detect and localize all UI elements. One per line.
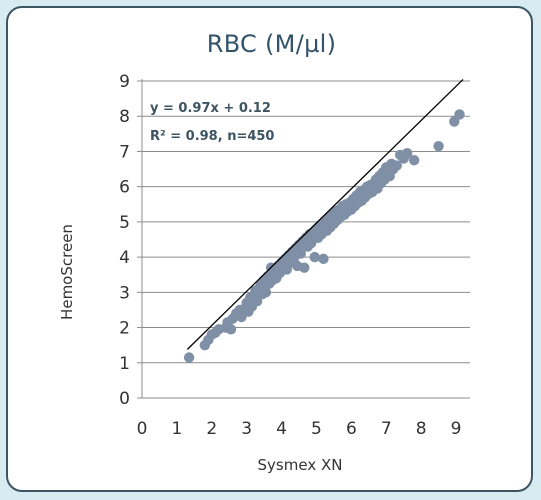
chart-card: RBC (M/µl) 0 1 2 3 4 5 6 7 8 9 0 1 2 3 4 5 6 7 8 9 y = 0.97… (6, 6, 533, 492)
data-point (408, 155, 420, 166)
x-tick-label-5: 5 (311, 419, 322, 439)
y-tick-label-3: 3 (119, 283, 130, 303)
x-axis-title: Sysmex XN (258, 456, 343, 474)
data-point (391, 160, 402, 171)
grid-lines (142, 80, 470, 364)
y-tick-label-6: 6 (119, 178, 130, 198)
trendline-group (186, 78, 464, 350)
y-tick-label-2: 2 (119, 319, 130, 339)
data-point (295, 248, 306, 259)
data-point (299, 262, 310, 273)
x-tick-label-7: 7 (381, 419, 392, 439)
data-points (183, 109, 465, 363)
data-point (309, 251, 320, 263)
data-point (454, 109, 465, 120)
r2-label: R² = 0.98, n=450 (150, 129, 274, 144)
equation-label: y = 0.97x + 0.12 (150, 101, 271, 116)
tick-labels: 0 1 2 3 4 5 6 7 8 9 0 1 2 3 4 5 6 7 8 9 (119, 72, 461, 439)
y-tick-label-9: 9 (119, 72, 130, 92)
x-tick-label-2: 2 (206, 419, 217, 439)
data-point (225, 324, 237, 335)
x-tick-label-4: 4 (276, 419, 287, 439)
y-tick-label-8: 8 (119, 107, 130, 127)
data-point (401, 148, 413, 159)
data-point (318, 253, 329, 265)
x-tick-label-9: 9 (451, 419, 462, 439)
y-tick-label-4: 4 (119, 248, 130, 268)
y-axis-title: HemoScreen (58, 224, 76, 320)
trendline (186, 78, 464, 350)
data-point (260, 287, 272, 298)
x-tick-label-6: 6 (346, 419, 357, 439)
chart-title: RBC (M/µl) (206, 30, 337, 58)
y-tick-label-0: 0 (119, 389, 130, 409)
data-point (433, 140, 444, 152)
data-point (183, 352, 195, 363)
y-tick-label-1: 1 (119, 354, 130, 374)
axes (137, 79, 470, 399)
x-tick-label-8: 8 (416, 419, 427, 439)
scatter-plot: 0 1 2 3 4 5 6 7 8 9 0 1 2 3 4 5 6 7 8 9 y = 0.97x + 0.12 R²… (58, 72, 470, 474)
y-tick-label-7: 7 (119, 142, 130, 162)
x-tick-label-1: 1 (171, 419, 182, 439)
x-tick-label-3: 3 (241, 419, 252, 439)
x-tick-label-0: 0 (137, 419, 148, 439)
y-tick-label-5: 5 (119, 213, 130, 233)
